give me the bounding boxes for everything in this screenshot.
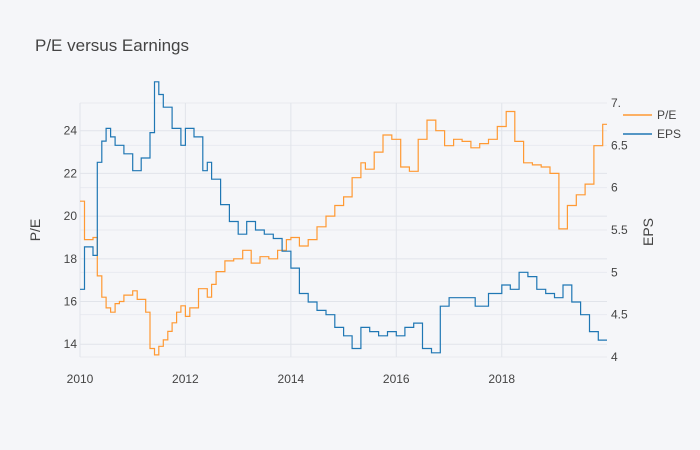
series-lines	[80, 81, 607, 356]
legend-item-p-e[interactable]: P/E	[623, 108, 676, 122]
y-tick-label: 24	[64, 124, 78, 138]
y2-axis-title: EPS	[640, 218, 656, 246]
legend[interactable]: P/E EPS	[623, 108, 681, 141]
y2-tick-label: 4	[611, 350, 618, 364]
y-tick-label: 14	[64, 337, 78, 351]
x-tick-label: 2010	[67, 372, 94, 386]
chart-title: P/E versus Earnings	[35, 36, 189, 55]
x-tick-label: 2014	[278, 372, 305, 386]
y-tick-label: 22	[64, 166, 78, 180]
axes: 14 16 18 20 22 24 4 4.5 5 5.5 6 6.5 7. 2010 2012 2014 20…	[64, 96, 628, 386]
grid	[79, 102, 607, 358]
legend-label-p-e: P/E	[657, 108, 676, 122]
x-tick-label: 2016	[383, 372, 410, 386]
y2-tick-label: 6.5	[611, 138, 628, 152]
y2-tick-label: 5.5	[611, 223, 628, 237]
y2-tick-label: 5	[611, 265, 618, 279]
legend-label-eps: EPS	[657, 127, 681, 141]
legend-item-eps[interactable]: EPS	[623, 127, 681, 141]
x-tick-label: 2012	[172, 372, 199, 386]
series-line-p-e	[80, 110, 607, 356]
y-tick-label: 16	[64, 295, 78, 309]
y-tick-label: 18	[64, 252, 78, 266]
y2-tick-label: 4.5	[611, 308, 628, 322]
x-tick-label: 2018	[488, 372, 515, 386]
y-axis-title: P/E	[27, 219, 43, 242]
series-line-eps	[80, 81, 607, 354]
y-tick-label: 20	[64, 209, 78, 223]
y2-tick-label: 7.	[611, 96, 621, 110]
y2-tick-label: 6	[611, 181, 618, 195]
